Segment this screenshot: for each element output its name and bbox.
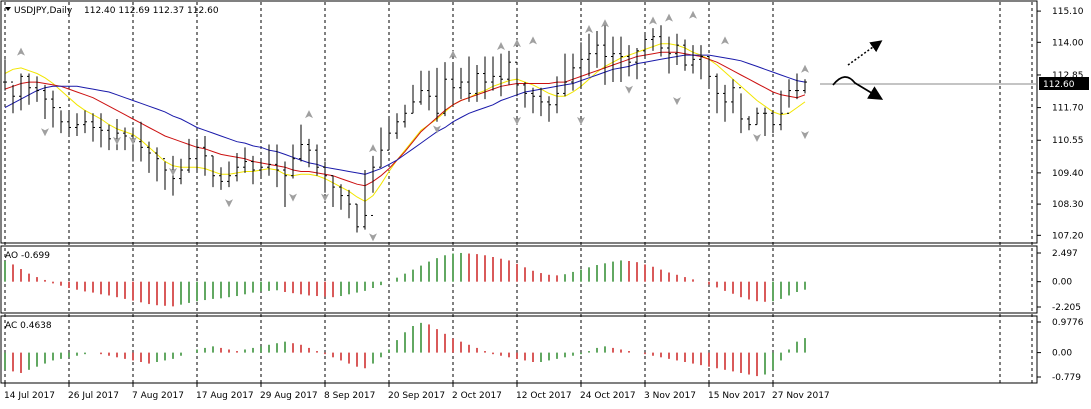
- ao-tick-label: -2.205: [1052, 303, 1081, 313]
- price-tick-label: 111.70: [1052, 104, 1084, 114]
- forecast-down-arrow-icon: [832, 76, 884, 100]
- time-tick-label: 29 Aug 2017: [260, 391, 318, 401]
- ac-tick-label: 0.9776: [1052, 318, 1084, 328]
- time-tick-label: 27 Nov 2017: [772, 391, 830, 401]
- ac-histogram: [4, 322, 806, 377]
- fractal-up-icon: [585, 24, 593, 33]
- price-tick-label: 110.55: [1052, 136, 1084, 146]
- fractal-up-icon: [305, 110, 313, 119]
- fractal-up-icon: [601, 19, 609, 28]
- current-price-box: [1039, 77, 1089, 90]
- moving-averages: [4, 43, 806, 202]
- fractal-up-icon: [17, 47, 25, 56]
- time-tick-label: 20 Sep 2017: [388, 391, 445, 401]
- time-tick-label: 7 Aug 2017: [132, 391, 184, 401]
- price-tick-label: 109.40: [1052, 169, 1084, 179]
- fractal-down-icon: [801, 131, 809, 140]
- fractal-down-icon: [41, 128, 49, 137]
- grid-lines: [4, 2, 1033, 383]
- time-tick-label: 2 Oct 2017: [452, 391, 502, 401]
- fractal-down-icon: [369, 233, 377, 242]
- fractal-down-icon: [625, 85, 633, 94]
- ac-tick-label: -0.779: [1052, 373, 1081, 383]
- time-tick-label: 3 Nov 2017: [644, 391, 696, 401]
- main-panel-frame: [0, 0, 1038, 244]
- ao-tick-label: 0.00: [1052, 278, 1072, 288]
- price-axis: 115.10 114.00 112.85 111.70 110.55 109.40 108.…: [1037, 7, 1084, 383]
- fractal-down-icon: [577, 116, 585, 125]
- current-price-label: 112.60: [1043, 80, 1075, 90]
- price-tick-label: 115.10: [1052, 7, 1084, 17]
- time-tick-label: 26 Jul 2017: [68, 391, 119, 401]
- forecast-up-arrow-icon: [847, 40, 883, 66]
- fractal-up-icon: [649, 16, 657, 25]
- fractal-up-icon: [665, 13, 673, 22]
- ma-line-ma_mid: [4, 51, 806, 187]
- time-tick-label: 24 Oct 2017: [580, 391, 636, 401]
- ao-histogram: [4, 252, 806, 307]
- fractal-down-icon: [225, 199, 233, 208]
- fractal-down-icon: [753, 133, 761, 142]
- ac-panel-frame: [0, 315, 1038, 384]
- ma-line-ma_slow: [4, 54, 806, 175]
- fractal-down-icon: [513, 116, 521, 125]
- fractal-up-icon: [529, 36, 537, 45]
- fractal-down-icon: [673, 97, 681, 106]
- ao-tick-label: 2.497: [1052, 249, 1078, 259]
- fractal-up-icon: [449, 50, 457, 59]
- ohlc-bars: [3, 25, 807, 233]
- fractal-up-icon: [513, 39, 521, 48]
- ma-line-ma_fast: [4, 43, 806, 202]
- fractal-up-icon: [497, 41, 505, 50]
- price-tick-label: 108.30: [1052, 200, 1084, 210]
- ac-title: AC 0.4638: [5, 321, 52, 331]
- price-tick-label: 114.00: [1052, 38, 1084, 48]
- time-tick-label: 8 Sep 2017: [324, 391, 375, 401]
- ac-tick-label: 0.00: [1052, 349, 1072, 359]
- time-tick-label: 12 Oct 2017: [516, 391, 572, 401]
- fractal-up-icon: [801, 64, 809, 73]
- time-tick-label: 14 Jul 2017: [4, 391, 55, 401]
- fractal-down-icon: [113, 136, 121, 145]
- ao-panel-frame: [0, 245, 1038, 314]
- dropdown-triangle-icon[interactable]: [5, 7, 11, 11]
- time-axis: 14 Jul 2017 26 Jul 2017 7 Aug 2017 17 Aug 2…: [4, 383, 830, 401]
- fractal-down-icon: [433, 125, 441, 134]
- time-tick-label: 15 Nov 2017: [708, 391, 766, 401]
- fractal-up-icon: [721, 36, 729, 45]
- price-tick-label: 107.20: [1052, 231, 1084, 241]
- fractal-up-icon: [689, 10, 697, 19]
- ao-title: AO -0.699: [5, 251, 50, 261]
- fractal-up-icon: [369, 144, 377, 153]
- fractal-down-icon: [129, 136, 137, 145]
- fractal-down-icon: [289, 193, 297, 202]
- time-tick-label: 17 Aug 2017: [196, 391, 254, 401]
- symbol-title: USDJPY,Daily: [14, 6, 73, 16]
- fractal-down-icon: [321, 193, 329, 202]
- ohlc-values: 112.40 112.69 112.37 112.60: [84, 6, 219, 16]
- price-tick-label: 112.85: [1052, 71, 1084, 81]
- fractal-down-icon: [169, 168, 177, 177]
- fractal-markers: [17, 10, 809, 242]
